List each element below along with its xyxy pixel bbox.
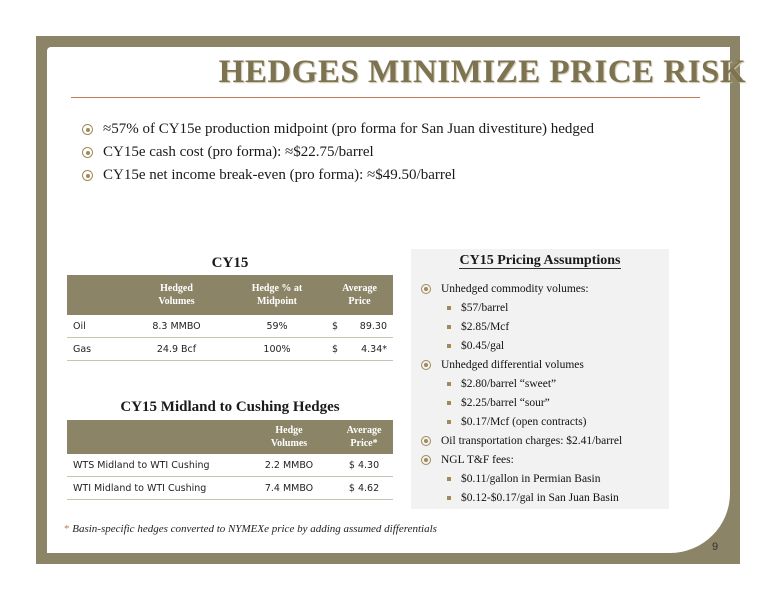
row-currency: $: [326, 315, 350, 338]
bullet-item: CY15e cash cost (pro forma): ≈$22.75/bar…: [82, 141, 702, 164]
row-price: $ 4.30: [335, 454, 393, 477]
row-name: WTS Midland to WTI Cushing: [67, 454, 243, 477]
assumption-item: Unhedged differential volumes: [421, 355, 671, 374]
top-bullets: ≈57% of CY15e production midpoint (pro f…: [82, 118, 702, 187]
cy15-title: CY15: [211, 255, 249, 271]
assumption-item: $2.85/Mcf: [421, 317, 671, 336]
square-bullet-icon: [447, 343, 451, 348]
assumption-text: $0.12-$0.17/gal in San Juan Basin: [461, 491, 619, 504]
midland-title: CY15 Midland to Cushing Hedges: [120, 399, 340, 415]
assumption-item: $57/barrel: [421, 298, 671, 317]
table-header-cell: [67, 420, 243, 454]
row-name: Oil: [67, 315, 125, 338]
row-currency: $: [326, 337, 350, 361]
square-bullet-icon: [447, 419, 451, 424]
row-price: 4.34*: [350, 337, 393, 361]
row-volume: 8.3 MMBO: [125, 315, 228, 338]
bullet-text: CY15e cash cost (pro forma): ≈$22.75/bar…: [103, 144, 374, 160]
circle-bullet-icon: [82, 124, 93, 135]
row-pct: 59%: [228, 315, 326, 338]
table-header-cell: Average Price: [326, 275, 393, 315]
assumption-text: NGL T&F fees:: [441, 453, 514, 466]
assumption-text: $0.17/Mcf (open contracts): [461, 415, 587, 428]
assumption-text: $2.80/barrel “sweet”: [461, 377, 557, 390]
footnote-star: *: [64, 523, 70, 535]
circle-bullet-icon: [421, 359, 431, 370]
table-header-cell: Hedge % at Midpoint: [228, 275, 326, 315]
page-number: 9: [712, 541, 719, 553]
table-header-row: Hedge Volumes Average Price*: [67, 420, 393, 454]
square-bullet-icon: [447, 400, 451, 405]
bullet-text: ≈57% of CY15e production midpoint (pro f…: [103, 121, 595, 137]
table-header-cell: Hedge Volumes: [243, 420, 335, 454]
bullet-text: CY15e net income break-even (pro forma):…: [103, 167, 456, 183]
assumption-item: $0.45/gal: [421, 336, 671, 355]
assumption-item: $2.80/barrel “sweet”: [421, 374, 671, 393]
assumption-text: $0.45/gal: [461, 339, 505, 352]
row-name: Gas: [67, 337, 125, 361]
row-price: $ 4.62: [335, 476, 393, 500]
table-row: Oil 8.3 MMBO 59% $ 89.30: [67, 315, 393, 338]
pricing-assumptions-title: CY15 Pricing Assumptions: [459, 253, 621, 269]
assumption-text: $2.25/barrel “sour”: [461, 396, 550, 409]
table-header-cell: Hedged Volumes: [125, 275, 228, 315]
row-volume: 7.4 MMBO: [243, 476, 335, 500]
assumption-text: $2.85/Mcf: [461, 320, 510, 333]
midland-hedge-table: Hedge Volumes Average Price* WTS Midland…: [67, 420, 393, 500]
row-volume: 2.2 MMBO: [243, 454, 335, 477]
assumption-item: $0.11/gallon in Permian Basin: [421, 469, 671, 488]
assumption-text: $0.11/gallon in Permian Basin: [461, 472, 601, 485]
assumption-text: Oil transportation charges: $2.41/barrel: [441, 434, 623, 447]
assumption-item: $0.12-$0.17/gal in San Juan Basin: [421, 488, 671, 507]
title-rule: [71, 97, 700, 98]
assumption-item: $0.17/Mcf (open contracts): [421, 412, 671, 431]
slide-title: HEDGES MINIMIZE PRICE RISK: [218, 54, 746, 90]
circle-bullet-icon: [421, 435, 431, 446]
assumption-item: Unhedged commodity volumes:: [421, 279, 671, 298]
table-header-cell: Average Price*: [335, 420, 393, 454]
square-bullet-icon: [447, 324, 451, 329]
row-volume: 24.9 Bcf: [125, 337, 228, 361]
assumption-text: Unhedged commodity volumes:: [441, 282, 589, 295]
circle-bullet-icon: [421, 454, 431, 465]
assumption-text: $57/barrel: [461, 301, 509, 314]
row-pct: 100%: [228, 337, 326, 361]
footnote: * Basin-specific hedges converted to NYM…: [64, 523, 437, 535]
table-row: WTS Midland to WTI Cushing 2.2 MMBO $ 4.…: [67, 454, 393, 477]
assumption-item: Oil transportation charges: $2.41/barrel: [421, 431, 671, 450]
row-price: 89.30: [350, 315, 393, 338]
assumption-item: $2.25/barrel “sour”: [421, 393, 671, 412]
bullet-item: CY15e net income break-even (pro forma):…: [82, 164, 702, 187]
row-name: WTI Midland to WTI Cushing: [67, 476, 243, 500]
footnote-text: Basin-specific hedges converted to NYMEX…: [69, 523, 437, 535]
square-bullet-icon: [447, 305, 451, 310]
table-row: WTI Midland to WTI Cushing 7.4 MMBO $ 4.…: [67, 476, 393, 500]
square-bullet-icon: [447, 495, 451, 500]
table-header-cell: [67, 275, 125, 315]
cy15-hedge-table: Hedged Volumes Hedge % at Midpoint Avera…: [67, 275, 393, 361]
assumption-text: Unhedged differential volumes: [441, 358, 584, 371]
table-header-row: Hedged Volumes Hedge % at Midpoint Avera…: [67, 275, 393, 315]
assumption-item: NGL T&F fees:: [421, 450, 671, 469]
pricing-assumptions-list: Unhedged commodity volumes: $57/barrel $2.…: [421, 279, 671, 507]
square-bullet-icon: [447, 476, 451, 481]
bullet-item: ≈57% of CY15e production midpoint (pro f…: [82, 118, 702, 141]
table-row: Gas 24.9 Bcf 100% $ 4.34*: [67, 337, 393, 361]
circle-bullet-icon: [421, 283, 431, 294]
circle-bullet-icon: [82, 147, 93, 158]
pricing-assumptions-box: CY15 Pricing Assumptions Unhedged commod…: [411, 249, 669, 509]
square-bullet-icon: [447, 381, 451, 386]
circle-bullet-icon: [82, 170, 93, 181]
